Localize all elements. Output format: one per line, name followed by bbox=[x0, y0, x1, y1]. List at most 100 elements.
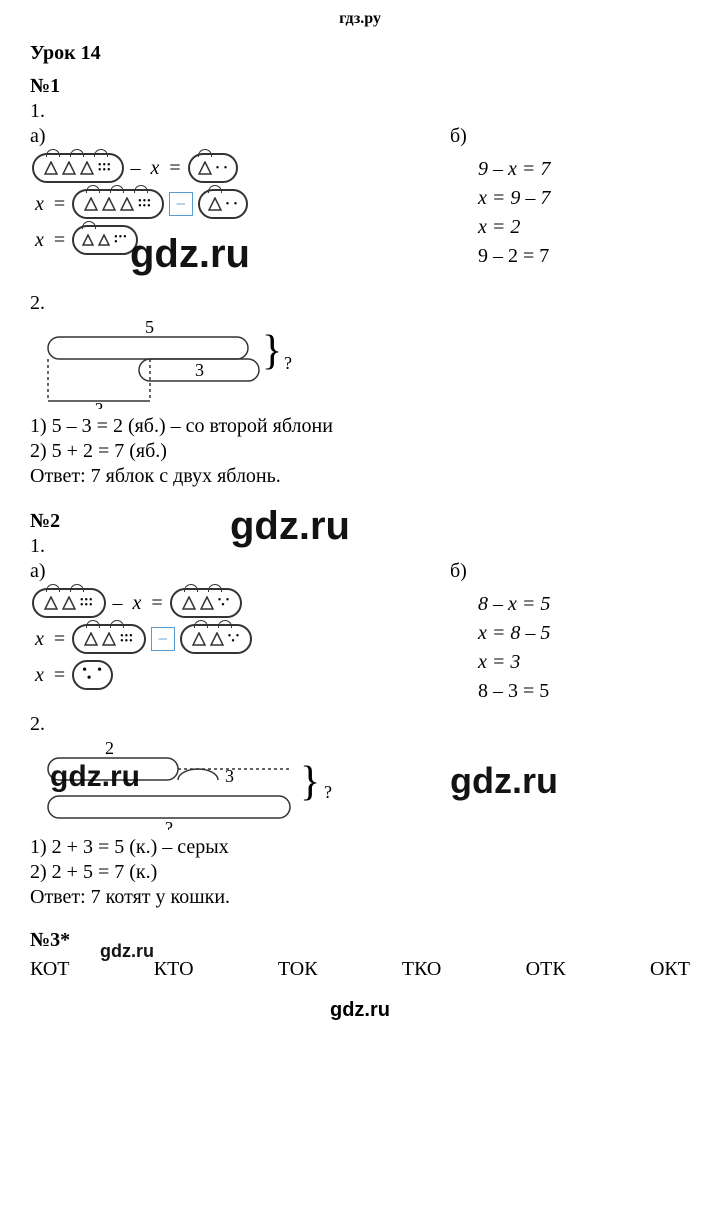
task2-b-label: б) bbox=[450, 560, 467, 583]
bar-diagram-icon: 5 3 ? } ? bbox=[30, 319, 300, 409]
eq-line: x = 8 – 5 bbox=[478, 622, 690, 645]
triangle-icon bbox=[192, 632, 206, 646]
equals-op: = bbox=[54, 628, 65, 651]
task1-row1: •••••• – x = • • bbox=[30, 152, 440, 184]
task1-diagram: 5 3 ? } ? bbox=[30, 319, 690, 409]
task2-col-b: б) 8 – x = 5 x = 8 – 5 x = 3 8 – 3 = 5 bbox=[440, 560, 690, 709]
x-var: x bbox=[151, 157, 160, 180]
svg-text:}: } bbox=[300, 759, 320, 805]
triangle-icon bbox=[200, 596, 214, 610]
solution-line: 2) 2 + 5 = 7 (к.) bbox=[30, 861, 690, 884]
dots-icon: •••••• bbox=[98, 163, 112, 173]
equals-op: = bbox=[151, 592, 162, 615]
pill-shapes: • • bbox=[188, 153, 239, 183]
task2-col-a: а) •••••• – x = • • • x = bbox=[30, 560, 440, 695]
lesson-title: Урок 14 bbox=[30, 42, 690, 65]
triangle-icon bbox=[82, 234, 94, 246]
x-var: x bbox=[35, 628, 44, 651]
eq-line: x = 2 bbox=[478, 216, 690, 239]
equals-op: = bbox=[54, 664, 65, 687]
triangle-icon bbox=[44, 161, 58, 175]
solution-line: 1) 5 – 3 = 2 (яб.) – со второй яблони bbox=[30, 415, 690, 438]
pill-shapes: •••••• bbox=[72, 624, 146, 654]
pill-shapes: • • • bbox=[180, 624, 253, 654]
task2-number: №2 bbox=[30, 510, 690, 533]
minus-box: − bbox=[151, 627, 175, 651]
minus-op: – bbox=[131, 157, 141, 180]
word: КОТ bbox=[30, 958, 70, 981]
dots-icon: • • bbox=[226, 202, 239, 207]
dots-icon: • • bbox=[216, 166, 229, 171]
svg-text:?: ? bbox=[324, 782, 332, 802]
bar-diagram-icon: 2 3 ? } ? bbox=[30, 740, 340, 830]
task2-row1: •••••• – x = • • • bbox=[30, 587, 440, 619]
svg-text:3: 3 bbox=[195, 360, 204, 380]
answer-line: Ответ: 7 яблок с двух яблонь. bbox=[30, 465, 690, 488]
triangle-icon bbox=[182, 596, 196, 610]
pill-shapes: •••••• bbox=[32, 153, 124, 183]
task1-col-b: б) 9 – x = 7 x = 9 – 7 x = 2 9 – 2 = 7 bbox=[440, 125, 690, 274]
word: ОКТ bbox=[650, 958, 690, 981]
svg-text:3: 3 bbox=[225, 766, 234, 786]
eq-line: 8 – 3 = 5 bbox=[478, 680, 690, 703]
equals-op: = bbox=[169, 157, 180, 180]
equals-op: = bbox=[54, 229, 65, 252]
x-var: x bbox=[133, 592, 142, 615]
task1-col-a: а) •••••• – x = • • x = bbox=[30, 125, 440, 260]
pill-shapes: •••• bbox=[72, 225, 138, 255]
task2-sub2: 2. bbox=[30, 713, 690, 736]
eq-line: x = 9 – 7 bbox=[478, 187, 690, 210]
task2-row3: x = • • • bbox=[30, 659, 440, 691]
triangle-icon bbox=[210, 632, 224, 646]
task2-diagram: 2 3 ? } ? gdz.ru gdz.ru bbox=[30, 740, 690, 830]
task1-row3: x = •••• bbox=[30, 224, 440, 256]
svg-text:}: } bbox=[262, 328, 282, 374]
watermark: gdz.ru bbox=[450, 760, 558, 802]
task1-sub1: 1. bbox=[30, 100, 690, 123]
task1-part1: а) •••••• – x = • • x = bbox=[30, 125, 690, 274]
triangle-icon bbox=[80, 161, 94, 175]
dots-icon: • • • bbox=[218, 598, 231, 608]
task3-number: №3* bbox=[30, 929, 690, 952]
dots-icon: • • • bbox=[82, 667, 103, 683]
pill-shapes: • • • bbox=[170, 588, 243, 618]
task2-sub1: 1. bbox=[30, 535, 690, 558]
footer-watermark: gdz.ru bbox=[30, 999, 690, 1022]
task2-a-label: а) bbox=[30, 560, 440, 583]
x-var: x bbox=[35, 229, 44, 252]
eq-line: 8 – x = 5 bbox=[478, 593, 690, 616]
minus-op: – bbox=[113, 592, 123, 615]
answer-line: Ответ: 7 котят у кошки. bbox=[30, 886, 690, 909]
eq-line: x = 3 bbox=[478, 651, 690, 674]
x-var: x bbox=[35, 664, 44, 687]
svg-text:?: ? bbox=[95, 399, 103, 409]
triangle-icon bbox=[102, 197, 116, 211]
word: ТОК bbox=[278, 958, 318, 981]
dots-icon: • • • bbox=[228, 634, 241, 644]
eq-line: 9 – x = 7 bbox=[478, 158, 690, 181]
solution-line: 1) 2 + 3 = 5 (к.) – серых bbox=[30, 836, 690, 859]
svg-text:2: 2 bbox=[105, 740, 114, 758]
pill-shapes: • • • bbox=[72, 660, 113, 690]
svg-text:?: ? bbox=[165, 818, 173, 830]
task2-row2: x = •••••• − • • • bbox=[30, 623, 440, 655]
triangle-icon bbox=[84, 632, 98, 646]
diag-top-value: 5 bbox=[145, 319, 154, 337]
minus-box: − bbox=[169, 192, 193, 216]
solution-line: 2) 5 + 2 = 7 (яб.) bbox=[30, 440, 690, 463]
task2-part1: а) •••••• – x = • • • x = bbox=[30, 560, 690, 709]
word: КТО bbox=[154, 958, 194, 981]
triangle-icon bbox=[102, 632, 116, 646]
task1-row2: x = •••••• − • • bbox=[30, 188, 440, 220]
task1-b-label: б) bbox=[450, 125, 467, 148]
pill-shapes: •••••• bbox=[72, 189, 164, 219]
word: ТКО bbox=[402, 958, 442, 981]
task1-number: №1 bbox=[30, 75, 690, 98]
dots-icon: •••••• bbox=[120, 634, 134, 644]
word: ОТК bbox=[526, 958, 566, 981]
triangle-icon bbox=[208, 197, 222, 211]
triangle-icon bbox=[62, 596, 76, 610]
triangle-icon bbox=[84, 197, 98, 211]
triangle-icon bbox=[44, 596, 58, 610]
pill-shapes: • • bbox=[198, 189, 249, 219]
